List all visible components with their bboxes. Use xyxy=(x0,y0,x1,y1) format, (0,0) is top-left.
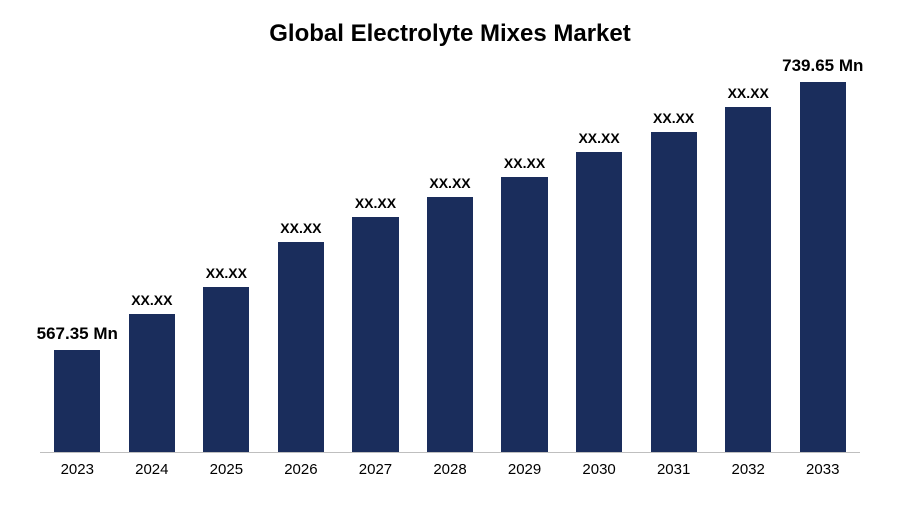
bar-value-label: XX.XX xyxy=(653,110,694,126)
x-axis-label: 2025 xyxy=(189,453,264,483)
bar-group: XX.XX xyxy=(711,73,786,452)
x-axis-label: 2033 xyxy=(785,453,860,483)
x-axis-label: 2027 xyxy=(338,453,413,483)
bar xyxy=(352,217,398,452)
bar-value-label: XX.XX xyxy=(429,175,470,191)
bar xyxy=(129,314,175,452)
x-axis-label: 2030 xyxy=(562,453,637,483)
x-axis-label: 2031 xyxy=(636,453,711,483)
bar xyxy=(203,287,249,452)
bar-value-label: 567.35 Mn xyxy=(37,324,118,344)
bar-value-label: XX.XX xyxy=(355,195,396,211)
bar-group: XX.XX xyxy=(115,73,190,452)
bar-group: XX.XX xyxy=(487,73,562,452)
x-axis-label: 2026 xyxy=(264,453,339,483)
bar-group: 567.35 Mn xyxy=(40,73,115,452)
chart-title: Global Electrolyte Mixes Market xyxy=(30,20,870,48)
bar-group: XX.XX xyxy=(413,73,488,452)
bar xyxy=(278,242,324,452)
bar-group: XX.XX xyxy=(636,73,711,452)
x-axis-label: 2024 xyxy=(115,453,190,483)
bar-group: XX.XX xyxy=(189,73,264,452)
bar-group: XX.XX xyxy=(338,73,413,452)
chart-area: 567.35 Mn XX.XX XX.XX XX.XX XX.XX XX.XX XX.XX X… xyxy=(30,73,870,483)
bar-group: 739.65 Mn xyxy=(785,73,860,452)
x-axis-label: 2023 xyxy=(40,453,115,483)
bar-group: XX.XX xyxy=(562,73,637,452)
bar xyxy=(54,350,100,452)
bar-value-label: XX.XX xyxy=(280,220,321,236)
bar xyxy=(576,152,622,452)
bar-value-label: XX.XX xyxy=(578,130,619,146)
x-axis-label: 2029 xyxy=(487,453,562,483)
bar-group: XX.XX xyxy=(264,73,339,452)
x-axis-label: 2032 xyxy=(711,453,786,483)
bar xyxy=(501,177,547,452)
bar xyxy=(800,82,846,452)
bar-value-label: 739.65 Mn xyxy=(782,56,863,76)
bar xyxy=(651,132,697,452)
bar xyxy=(725,107,771,452)
bar-value-label: XX.XX xyxy=(728,85,769,101)
x-axis: 2023202420252026202720282029203020312032… xyxy=(40,453,860,483)
bar-value-label: XX.XX xyxy=(504,155,545,171)
bar-value-label: XX.XX xyxy=(206,265,247,281)
bar-value-label: XX.XX xyxy=(131,292,172,308)
bars-container: 567.35 Mn XX.XX XX.XX XX.XX XX.XX XX.XX XX.XX X… xyxy=(40,73,860,453)
bar xyxy=(427,197,473,452)
x-axis-label: 2028 xyxy=(413,453,488,483)
